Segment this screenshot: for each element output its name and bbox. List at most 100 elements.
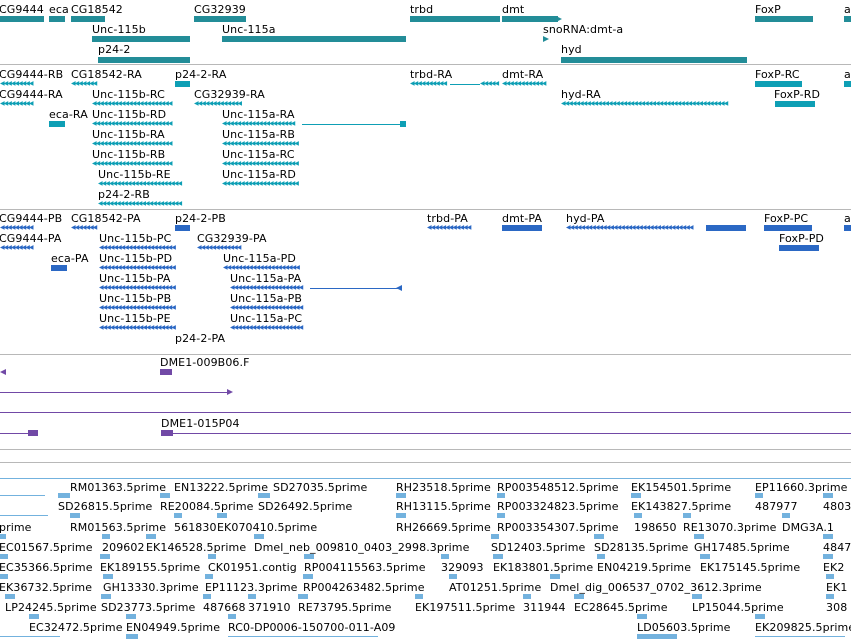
est-bar[interactable]: [634, 513, 642, 518]
protein-bar[interactable]: [844, 225, 851, 231]
clone-line[interactable]: [173, 433, 851, 434]
est-bar[interactable]: [449, 574, 457, 579]
clone-line[interactable]: [0, 392, 230, 393]
clone-bar[interactable]: [161, 430, 173, 436]
est-label[interactable]: RP004263482.5prime: [303, 581, 425, 594]
est-label[interactable]: EP11660.3prime: [755, 481, 848, 494]
protein-label[interactable]: p24-2-PB: [175, 212, 226, 225]
gene-label[interactable]: Unc-115b: [92, 23, 146, 36]
est-line[interactable]: [0, 636, 60, 637]
protein-bar[interactable]: ◀◀◀◀◀◀◀◀◀◀◀◀◀◀◀◀◀◀◀◀◀◀◀◀◀◀◀◀◀◀◀◀◀◀◀: [566, 225, 694, 231]
est-label[interactable]: AT01251.5prime: [449, 581, 542, 594]
est-label[interactable]: RM01363.5prime: [70, 481, 167, 494]
est-bar[interactable]: [396, 513, 406, 518]
protein-bar[interactable]: ◀◀◀◀◀◀◀◀◀: [0, 245, 34, 251]
est-bar[interactable]: [126, 614, 136, 619]
transcript-bar[interactable]: ◀◀◀◀◀◀◀◀◀◀◀◀◀◀◀◀◀◀◀◀◀◀◀◀◀◀◀◀◀◀◀◀◀◀◀◀◀◀◀◀…: [561, 101, 728, 107]
est-label[interactable]: Dmel_neb_009810_0403_2998.3prime: [254, 541, 470, 554]
protein-label[interactable]: Unc-115b-PA: [99, 272, 171, 285]
est-label[interactable]: SD23773.5prime: [101, 601, 196, 614]
est-bar[interactable]: [497, 493, 505, 498]
transcript-label[interactable]: CG32939-RA: [194, 88, 265, 101]
est-bar[interactable]: [146, 534, 156, 539]
protein-bar[interactable]: ◀◀◀◀◀◀◀◀◀◀◀◀◀◀◀◀◀◀◀◀◀: [99, 265, 176, 271]
est-label[interactable]: Dmel_dig_006537_0702_3612.3prime: [550, 581, 762, 594]
transcript-bar[interactable]: ◀◀◀◀◀◀◀◀◀◀◀◀◀◀◀◀◀◀◀◀◀: [222, 181, 299, 187]
gene-label[interactable]: CG18542: [71, 3, 123, 16]
clone-arrow[interactable]: [227, 389, 233, 395]
est-label[interactable]: EK146528.5prime: [146, 541, 247, 554]
gene-bar[interactable]: [561, 57, 747, 63]
protein-bar[interactable]: ◀◀◀◀◀◀◀◀◀◀◀◀◀◀◀◀◀◀◀◀◀: [99, 325, 176, 331]
protein-bar[interactable]: [779, 245, 819, 251]
transcript-bar[interactable]: ◀◀◀◀◀◀◀◀◀◀◀◀◀◀◀◀◀◀◀◀◀◀◀: [98, 181, 182, 187]
est-label[interactable]: EC01567.5prime: [0, 541, 93, 554]
est-label[interactable]: EC35366.5prime: [0, 561, 93, 574]
est-bar[interactable]: [493, 554, 503, 559]
est-bar[interactable]: [497, 513, 505, 518]
gene-bar[interactable]: [222, 36, 406, 42]
protein-bar[interactable]: ◀◀◀◀◀◀◀◀◀◀◀◀◀◀◀◀◀◀◀◀: [230, 325, 303, 331]
clone-arrow[interactable]: [0, 369, 6, 375]
transcript-bar[interactable]: ◀◀◀◀◀◀◀◀◀◀: [410, 81, 447, 87]
protein-label[interactable]: trbd-PA: [427, 212, 468, 225]
est-bar[interactable]: [637, 634, 677, 639]
gene-label[interactable]: dmt: [502, 3, 525, 16]
est-label[interactable]: RH26669.5prime: [396, 521, 491, 534]
est-label[interactable]: SD12403.5prime: [491, 541, 586, 554]
transcript-label[interactable]: Unc-115b-RC: [92, 88, 165, 101]
transcript-bar[interactable]: ◀◀◀◀◀◀◀◀◀: [0, 101, 34, 107]
transcript-label[interactable]: Unc-115b-RE: [98, 168, 171, 181]
est-label[interactable]: RE20084.5prime: [160, 500, 254, 513]
est-bar[interactable]: [441, 554, 449, 559]
est-bar[interactable]: [0, 574, 8, 579]
clone-label[interactable]: DME1-009B06.F: [160, 356, 250, 369]
protein-label[interactable]: CG9444-PB: [0, 212, 63, 225]
est-bar[interactable]: [101, 594, 111, 599]
protein-bar[interactable]: [51, 265, 67, 271]
est-label[interactable]: EK1: [826, 581, 848, 594]
est-line[interactable]: [0, 515, 48, 516]
est-bar[interactable]: [594, 534, 604, 539]
est-bar[interactable]: [70, 513, 80, 518]
est-bar[interactable]: [58, 493, 70, 498]
protein-bar[interactable]: ◀◀◀◀◀◀◀◀◀◀◀◀◀◀◀◀◀◀◀◀: [230, 305, 303, 311]
est-bar[interactable]: [304, 554, 314, 559]
protein-label[interactable]: Unc-115a-PD: [223, 252, 296, 265]
protein-bar[interactable]: ◀◀◀◀◀◀◀◀◀◀◀◀◀◀◀◀◀◀◀◀◀: [99, 285, 176, 291]
transcript-label[interactable]: dmt-RA: [502, 68, 544, 81]
protein-label[interactable]: FoxP-PC: [764, 212, 809, 225]
est-label[interactable]: LP15044.5prime: [692, 601, 784, 614]
est-bar[interactable]: [100, 554, 110, 559]
est-label[interactable]: EK209825.5prime: [755, 621, 851, 634]
est-bar[interactable]: [205, 574, 213, 579]
est-bar[interactable]: [254, 534, 264, 539]
est-label[interactable]: EP11123.3prime: [205, 581, 298, 594]
est-label[interactable]: RH23518.5prime: [396, 481, 491, 494]
est-line[interactable]: [228, 636, 378, 637]
transcript-label[interactable]: Unc-115a-RA: [222, 108, 295, 121]
est-label[interactable]: SD28135.5prime: [594, 541, 689, 554]
est-label[interactable]: 4847: [823, 541, 851, 554]
gene-bar[interactable]: [49, 16, 65, 22]
gene-bar[interactable]: [0, 16, 44, 22]
transcript-label[interactable]: CG18542-RA: [71, 68, 142, 81]
protein-label[interactable]: p24-2-PA: [175, 332, 226, 345]
est-label[interactable]: EK070410.5prime: [217, 521, 318, 534]
gene-label[interactable]: CG9444: [0, 3, 44, 16]
transcript-label[interactable]: Unc-115b-RA: [92, 128, 165, 141]
est-bar[interactable]: [700, 554, 710, 559]
est-label[interactable]: RM01563.5prime: [70, 521, 167, 534]
transcript-bar[interactable]: ◀◀◀◀◀◀◀◀◀◀◀◀◀◀◀◀◀◀◀◀◀: [222, 141, 299, 147]
est-label[interactable]: 311944: [523, 601, 566, 614]
est-label[interactable]: 487668: [203, 601, 246, 614]
protein-bar[interactable]: [706, 225, 746, 231]
transcript-bar[interactable]: ◀◀◀◀◀◀◀◀◀◀◀◀◀◀◀◀◀◀◀◀◀◀: [92, 121, 173, 127]
transcript-label[interactable]: CG9444-RB: [0, 68, 64, 81]
est-label[interactable]: RE73795.5prime: [298, 601, 392, 614]
est-label[interactable]: GH17485.5prime: [694, 541, 790, 554]
est-bar[interactable]: [637, 614, 647, 619]
est-label[interactable]: EK154501.5prime: [631, 481, 732, 494]
clone-label[interactable]: DME1-015P04: [161, 417, 240, 430]
gene-label[interactable]: p24-2: [98, 43, 131, 56]
